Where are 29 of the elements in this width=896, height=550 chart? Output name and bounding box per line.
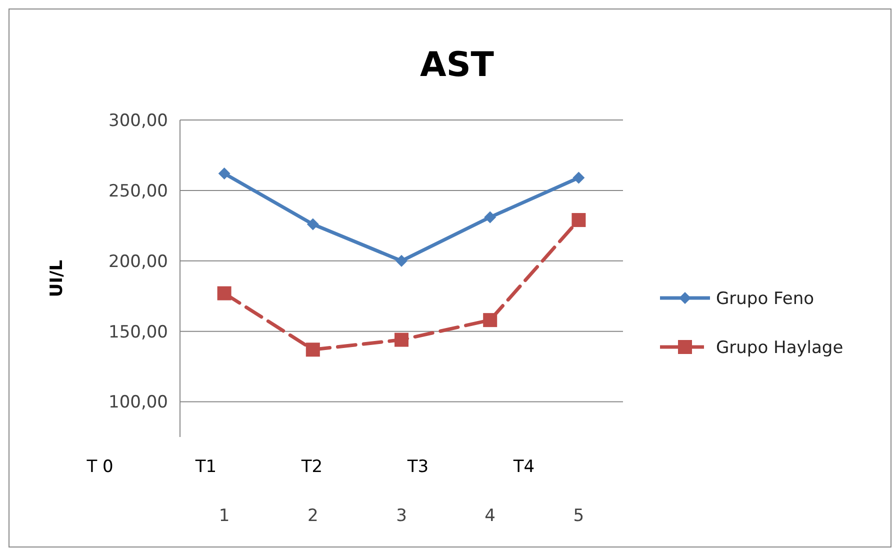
chart-title: AST bbox=[420, 45, 495, 85]
point bbox=[394, 332, 408, 347]
point bbox=[483, 313, 498, 328]
y-tick-label: 250,00 bbox=[108, 181, 168, 202]
y-axis-title: UI/L bbox=[47, 260, 67, 298]
x-tick-label: 5 bbox=[573, 506, 584, 526]
point bbox=[484, 211, 496, 224]
text: T3 bbox=[406, 456, 429, 477]
text: T2 bbox=[300, 456, 323, 477]
point bbox=[218, 168, 230, 180]
y-tick-label: 100,00 bbox=[108, 392, 168, 413]
point bbox=[306, 218, 319, 230]
text: T 0 bbox=[86, 456, 114, 477]
legend-label: Grupo Feno bbox=[716, 288, 814, 309]
y-tick-label: 200,00 bbox=[108, 252, 168, 272]
point bbox=[306, 342, 320, 357]
y-tick-label: 300,00 bbox=[108, 110, 168, 131]
x-tick-label: 4 bbox=[484, 506, 496, 526]
point bbox=[217, 286, 232, 300]
legend-label: Grupo Haylage bbox=[716, 338, 844, 358]
y-tick-label: 150,00 bbox=[108, 322, 168, 342]
point bbox=[572, 213, 586, 228]
x-tick-label: 3 bbox=[396, 506, 407, 526]
text: T1 bbox=[194, 456, 217, 477]
text: T4 bbox=[512, 456, 535, 477]
x-tick-label: 1 bbox=[218, 506, 230, 526]
point bbox=[396, 254, 408, 267]
point bbox=[572, 172, 585, 184]
x-tick-label: 2 bbox=[307, 506, 318, 526]
